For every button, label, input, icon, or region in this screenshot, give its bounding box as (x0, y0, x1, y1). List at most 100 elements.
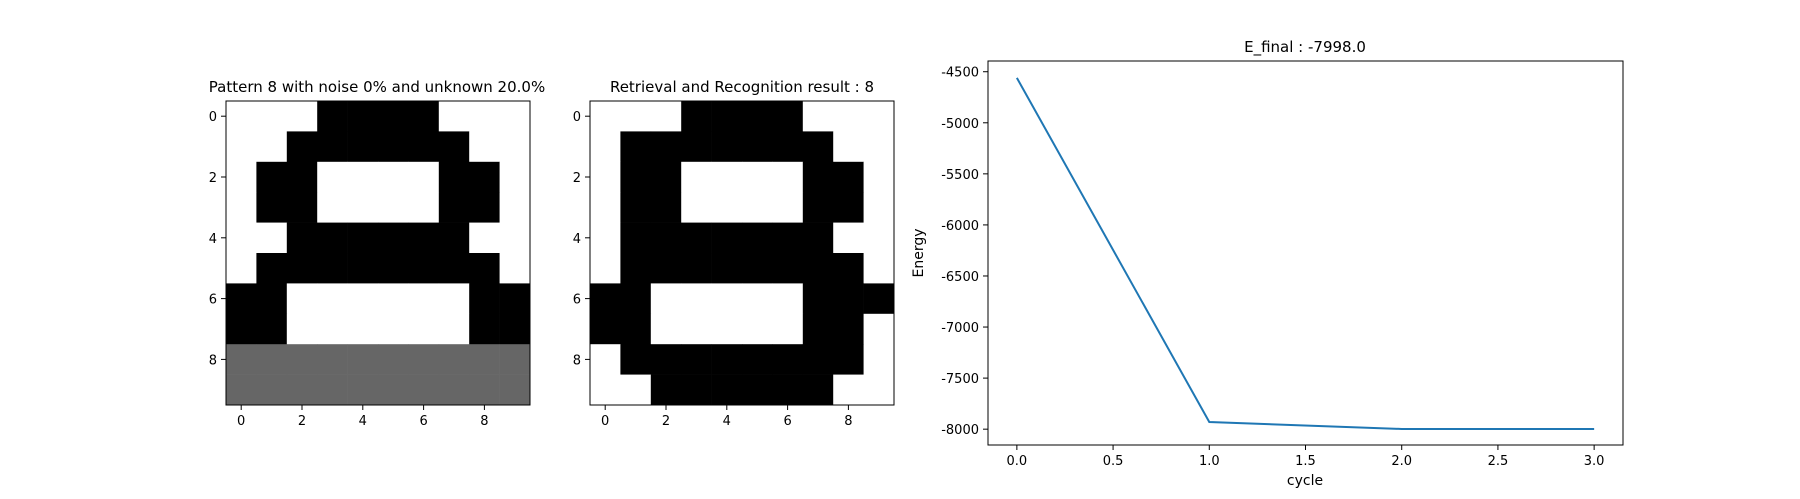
result-x-axis: 0 2 4 6 8 (601, 405, 853, 429)
pixel-cell (650, 313, 682, 345)
x-tick-label: 6 (419, 414, 427, 429)
pixel-cell (408, 313, 440, 345)
result-y-axis: 0 2 4 6 8 (573, 110, 590, 368)
pixel-cell (408, 161, 440, 193)
pixel-cell (469, 222, 500, 254)
pixel-cell (620, 374, 652, 406)
pixel-cell (711, 192, 743, 223)
pixel-cell (711, 101, 743, 132)
pixel-cell (317, 313, 348, 345)
energy-y-axis: -4500 -5000 -5500 -6000 -6500 -7000 -7500 -8000 (941, 66, 988, 438)
pixel-cell (590, 253, 621, 284)
pixel-cell (620, 283, 652, 315)
x-tick-label: 1.5 (1295, 454, 1316, 469)
pixel-cell (347, 131, 379, 163)
result-panel: Retrieval and Recognition result : 8 0 2 4… (573, 78, 895, 429)
pixel-cell (650, 131, 682, 163)
pixel-cell (863, 222, 895, 254)
y-tick-label: -5500 (941, 168, 979, 183)
pixel-cell (620, 253, 652, 284)
pixel-cell (833, 374, 864, 406)
pixel-cell (711, 374, 743, 406)
pixel-cell (863, 101, 895, 132)
y-tick-label: -8000 (941, 423, 979, 438)
pixel-cell (620, 131, 652, 163)
pixel-cell (650, 253, 682, 284)
x-tick-label: 0.0 (1007, 454, 1028, 469)
pixel-cell (226, 313, 257, 345)
pixel-cell (499, 101, 531, 132)
y-tick-label: 0 (209, 110, 217, 125)
pixel-cell (256, 344, 288, 375)
x-tick-label: 0 (601, 414, 609, 429)
y-tick-label: 6 (573, 293, 581, 308)
pixel-cell (317, 374, 348, 406)
y-tick-label: 0 (573, 110, 581, 125)
pixel-cell (772, 131, 804, 163)
y-tick-label: -4500 (941, 66, 979, 81)
pixel-cell (742, 222, 773, 254)
pixel-cell (256, 131, 288, 163)
pixel-cell (681, 161, 712, 193)
pixel-cell (833, 313, 864, 345)
pixel-cell (347, 344, 379, 375)
pixel-cell (772, 161, 804, 193)
pixel-cell (469, 374, 500, 406)
pixel-cell (469, 313, 500, 345)
pixel-cell (347, 374, 379, 406)
pixel-cell (590, 131, 621, 163)
pixel-cell (772, 253, 804, 284)
pixel-cell (711, 131, 743, 163)
pixel-cell (226, 161, 257, 193)
pixel-cell (681, 222, 712, 254)
pixel-cell (620, 192, 652, 223)
pixel-cell (650, 101, 682, 132)
pattern-panel: Pattern 8 with noise 0% and unknown 20.0… (209, 78, 546, 429)
pixel-cell (833, 283, 864, 315)
pixel-cell (226, 374, 257, 406)
x-tick-label: 6 (783, 414, 791, 429)
pixel-cell (347, 161, 379, 193)
x-tick-label: 0 (237, 414, 245, 429)
x-tick-label: 1.0 (1199, 454, 1220, 469)
pixel-cell (408, 344, 440, 375)
x-tick-label: 2.0 (1391, 454, 1412, 469)
pixel-cell (833, 344, 864, 375)
pixel-cell (256, 313, 288, 345)
pixel-cell (681, 192, 712, 223)
pixel-cell (469, 131, 500, 163)
pixel-cell (833, 101, 864, 132)
pixel-cell (256, 192, 288, 223)
pixel-cell (286, 131, 318, 163)
pixel-cell (802, 161, 834, 193)
pixel-cell (802, 192, 834, 223)
pixel-cell (650, 161, 682, 193)
pixel-cell (802, 344, 834, 375)
pixel-cell (802, 131, 834, 163)
pixel-cell (590, 101, 621, 132)
pixel-cell (378, 222, 409, 254)
pixel-cell (438, 313, 470, 345)
pixel-cell (590, 283, 621, 315)
pixel-cell (742, 313, 773, 345)
pixel-cell (499, 192, 531, 223)
pixel-cell (378, 283, 409, 315)
pixel-cell (742, 131, 773, 163)
pixel-cell (620, 344, 652, 375)
pixel-cell (286, 283, 318, 315)
pixel-cell (772, 374, 804, 406)
pixel-cell (286, 222, 318, 254)
pixel-cell (408, 101, 440, 132)
x-tick-label: 4 (723, 414, 731, 429)
pixel-cell (590, 344, 621, 375)
energy-panel: E_final : -7998.0 0.0 0.5 1.0 1.5 2.0 2.5 3.0 … (911, 38, 1624, 489)
pixel-cell (499, 344, 531, 375)
pixel-cell (347, 222, 379, 254)
pixel-cell (317, 131, 348, 163)
pixel-cell (833, 161, 864, 193)
pixel-cell (711, 344, 743, 375)
pixel-cell (226, 131, 257, 163)
pixel-cell (286, 101, 318, 132)
y-tick-label: 2 (209, 171, 217, 186)
pixel-cell (711, 313, 743, 345)
